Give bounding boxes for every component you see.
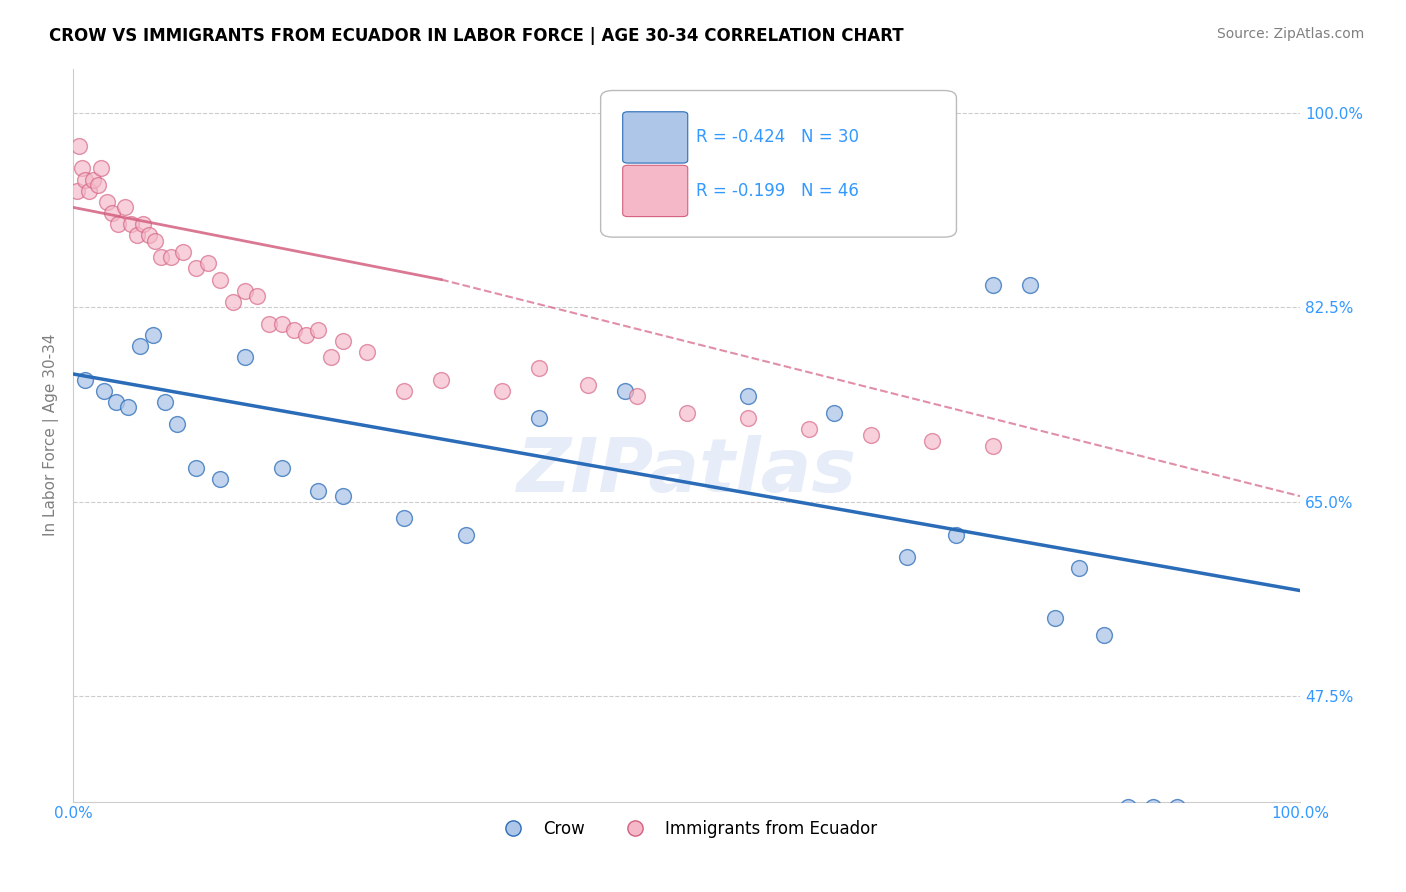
Point bbox=[1142, 800, 1164, 814]
Point bbox=[737, 411, 759, 425]
Point bbox=[1069, 561, 1091, 575]
Point bbox=[823, 406, 845, 420]
Point bbox=[75, 172, 97, 186]
Point bbox=[529, 361, 551, 376]
Point bbox=[1092, 628, 1115, 642]
Point bbox=[246, 289, 269, 303]
Point bbox=[104, 394, 127, 409]
Legend: Crow, Immigrants from Ecuador: Crow, Immigrants from Ecuador bbox=[489, 814, 883, 845]
Point bbox=[1166, 800, 1188, 814]
Point bbox=[150, 250, 173, 264]
Point bbox=[132, 217, 155, 231]
FancyBboxPatch shape bbox=[600, 90, 956, 237]
Point bbox=[125, 228, 148, 243]
Point bbox=[209, 272, 232, 286]
Point bbox=[319, 351, 342, 365]
Point bbox=[77, 184, 100, 198]
Point bbox=[259, 317, 281, 331]
Point bbox=[107, 217, 129, 231]
Point bbox=[859, 428, 882, 442]
Point bbox=[1116, 800, 1139, 814]
Point bbox=[184, 461, 207, 475]
Point bbox=[356, 344, 378, 359]
Point bbox=[945, 528, 967, 542]
Point bbox=[153, 394, 176, 409]
Point bbox=[101, 206, 124, 220]
Point bbox=[283, 322, 305, 336]
Text: Source: ZipAtlas.com: Source: ZipAtlas.com bbox=[1216, 27, 1364, 41]
Point bbox=[114, 200, 136, 214]
Point bbox=[209, 473, 232, 487]
Point bbox=[66, 184, 89, 198]
Point bbox=[981, 278, 1004, 293]
Point bbox=[70, 161, 93, 176]
Point bbox=[117, 401, 139, 415]
FancyBboxPatch shape bbox=[623, 112, 688, 163]
Text: R = -0.199   N = 46: R = -0.199 N = 46 bbox=[696, 182, 859, 200]
Point bbox=[394, 511, 416, 525]
Point bbox=[233, 351, 256, 365]
Point bbox=[332, 489, 354, 503]
Point bbox=[184, 261, 207, 276]
Point bbox=[82, 172, 104, 186]
Point bbox=[90, 161, 112, 176]
Y-axis label: In Labor Force | Age 30-34: In Labor Force | Age 30-34 bbox=[44, 334, 59, 536]
Point bbox=[143, 234, 166, 248]
Text: ZIPatlas: ZIPatlas bbox=[516, 435, 856, 508]
Point bbox=[295, 328, 318, 343]
Point bbox=[491, 384, 513, 398]
Point bbox=[166, 417, 188, 431]
Point bbox=[270, 461, 292, 475]
Text: R = -0.424   N = 30: R = -0.424 N = 30 bbox=[696, 128, 859, 146]
FancyBboxPatch shape bbox=[623, 165, 688, 217]
Point bbox=[1043, 611, 1066, 625]
Point bbox=[799, 422, 821, 436]
Point bbox=[197, 256, 219, 270]
Text: CROW VS IMMIGRANTS FROM ECUADOR IN LABOR FORCE | AGE 30-34 CORRELATION CHART: CROW VS IMMIGRANTS FROM ECUADOR IN LABOR… bbox=[49, 27, 904, 45]
Point bbox=[86, 178, 108, 193]
Point bbox=[307, 322, 329, 336]
Point bbox=[129, 339, 152, 353]
Point bbox=[75, 372, 97, 386]
Point bbox=[96, 194, 118, 209]
Point bbox=[93, 384, 115, 398]
Point bbox=[576, 378, 599, 392]
Point bbox=[430, 372, 453, 386]
Point bbox=[626, 389, 648, 403]
Point bbox=[737, 389, 759, 403]
Point bbox=[67, 139, 90, 153]
Point bbox=[1019, 278, 1042, 293]
Point bbox=[233, 284, 256, 298]
Point bbox=[675, 406, 697, 420]
Point bbox=[454, 528, 477, 542]
Point bbox=[138, 228, 160, 243]
Point bbox=[160, 250, 183, 264]
Point bbox=[896, 550, 918, 565]
Point bbox=[307, 483, 329, 498]
Point bbox=[614, 384, 637, 398]
Point bbox=[142, 328, 165, 343]
Point bbox=[981, 439, 1004, 453]
Point bbox=[221, 294, 243, 309]
Point bbox=[172, 244, 194, 259]
Point bbox=[394, 384, 416, 398]
Point bbox=[921, 434, 943, 448]
Point bbox=[332, 334, 354, 348]
Point bbox=[529, 411, 551, 425]
Point bbox=[270, 317, 292, 331]
Point bbox=[120, 217, 142, 231]
